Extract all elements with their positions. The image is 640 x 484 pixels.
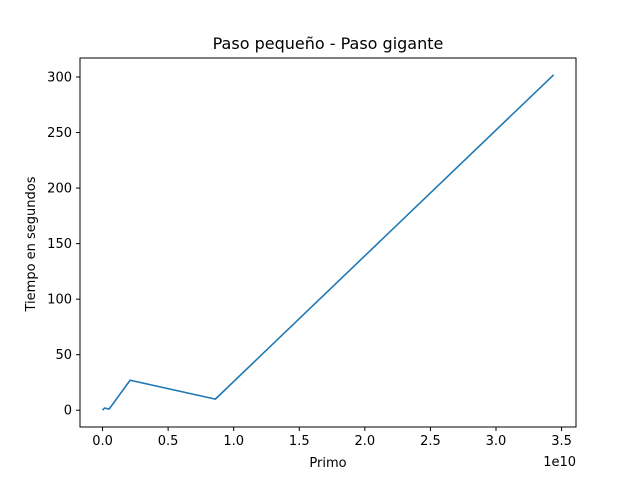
chart-title: Paso pequeño - Paso gigante	[213, 34, 444, 53]
x-tick-label: 3.0	[486, 434, 507, 449]
x-tick-label: 1.5	[289, 434, 310, 449]
plot-area	[101, 74, 555, 411]
y-tick-label: 150	[47, 237, 72, 252]
series-line-0	[101, 74, 555, 411]
x-tick-label: 0.5	[158, 434, 179, 449]
y-tick-label: 0	[64, 404, 72, 419]
y-axis-label: Tiempo en segundos	[24, 176, 39, 312]
y-tick-label: 300	[47, 70, 72, 85]
y-tick-label: 100	[47, 293, 72, 308]
y-tick-label: 200	[47, 182, 72, 197]
x-tick-label: 2.5	[420, 434, 441, 449]
x-tick-label: 0.0	[92, 434, 113, 449]
axes-frame	[79, 57, 577, 428]
x-axis-label: Primo	[309, 456, 346, 471]
axes: 0.0 0.5 1.0 1.5 2.0 2.5 3.0 3.5 0 50 100 150 200 250 3…	[47, 57, 577, 449]
x-tick-label: 3.5	[551, 434, 572, 449]
x-tick-label: 1.0	[223, 434, 244, 449]
y-tick-label: 250	[47, 126, 72, 141]
x-axis-offset-label: 1e10	[543, 455, 576, 470]
x-tick-label: 2.0	[355, 434, 376, 449]
y-tick-label: 50	[55, 348, 72, 363]
